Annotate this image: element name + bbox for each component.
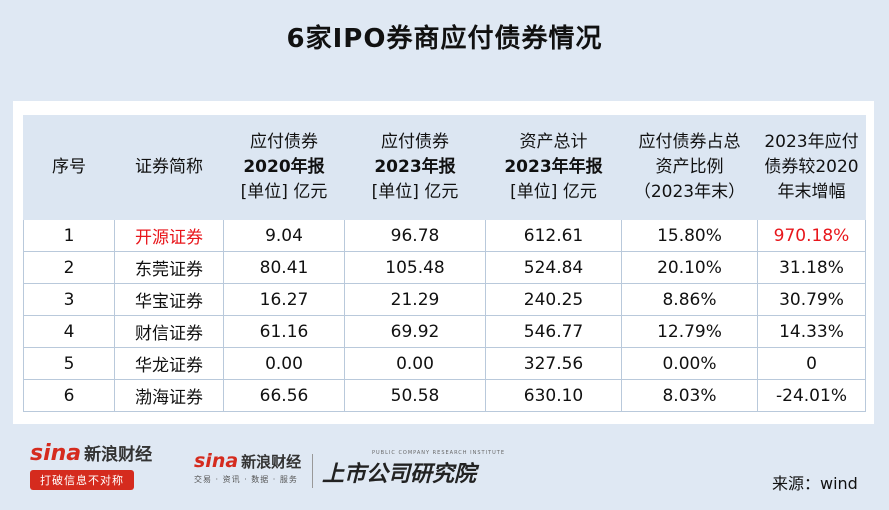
table-cell: 0.00% [621, 347, 758, 380]
table-cell: 财信证券 [114, 315, 224, 348]
header-name: 证券简称 [114, 115, 224, 220]
table-cell: 4 [23, 315, 115, 348]
table-cell: 105.48 [344, 251, 486, 284]
table-cell: 327.56 [485, 347, 622, 380]
table-header-row: 序号 证券简称 应付债券 2020年报 [单位] 亿元 应付债券 2023年报 … [23, 115, 866, 220]
table-cell: 61.16 [223, 315, 345, 348]
header-bonds-2020: 应付债券 2020年报 [单位] 亿元 [223, 115, 345, 220]
table-cell: 开源证券 [114, 219, 224, 252]
bond-table: 序号 证券简称 应付债券 2020年报 [单位] 亿元 应付债券 2023年报 … [23, 115, 866, 412]
table-cell: 50.58 [344, 379, 486, 412]
header-total-assets: 资产总计 2023年年报 [单位] 亿元 [485, 115, 622, 220]
table-cell: 12.79% [621, 315, 758, 348]
table-cell: 华龙证券 [114, 347, 224, 380]
sina-logo-icon: sina [30, 441, 82, 466]
sina-logo-icon-2: sina [194, 450, 239, 472]
source-note: 来源：wind [772, 474, 858, 493]
table-cell: 546.77 [485, 315, 622, 348]
table-cell: 240.25 [485, 283, 622, 316]
header-growth: 2023年应付 债券较2020 年末增幅 [757, 115, 866, 220]
table-cell: 0.00 [344, 347, 486, 380]
table-row: 2 东莞证券 80.41 105.48 524.84 20.10% 31.18% [23, 251, 866, 284]
table-cell: 80.41 [223, 251, 345, 284]
page-title: 6家IPO券商应付债券情况 [286, 24, 603, 54]
sina-finance-logo-2: sina 新浪财经 交易 · 资讯 · 数据 · 服务 [194, 450, 302, 484]
table-cell: 96.78 [344, 219, 486, 252]
table-panel: 序号 证券简称 应付债券 2020年报 [单位] 亿元 应付债券 2023年报 … [13, 101, 874, 424]
table-cell: 21.29 [344, 283, 486, 316]
table-cell: 8.03% [621, 379, 758, 412]
table-cell: 5 [23, 347, 115, 380]
table-cell: 华宝证券 [114, 283, 224, 316]
header-ratio: 应付债券占总 资产比例 （2023年末） [621, 115, 758, 220]
table-cell: 6 [23, 379, 115, 412]
institute-logo: 上市公司研究院 [322, 461, 477, 487]
table-cell: 15.80% [621, 219, 758, 252]
logo-divider [312, 454, 313, 488]
table-cell: 东莞证券 [114, 251, 224, 284]
table-cell: 渤海证券 [114, 379, 224, 412]
table-row: 3 华宝证券 16.27 21.29 240.25 8.86% 30.79% [23, 283, 866, 316]
sina-finance-logo: sina 新浪财经 打破信息不对称 [30, 440, 152, 490]
table-row: 5 华龙证券 0.00 0.00 327.56 0.00% 0 [23, 347, 866, 380]
slogan-badge: 打破信息不对称 [30, 470, 134, 490]
table-cell: 3 [23, 283, 115, 316]
table-cell: 1 [23, 219, 115, 252]
table-row: 6 渤海证券 66.56 50.58 630.10 8.03% -24.01% [23, 379, 866, 412]
table-cell: 612.61 [485, 219, 622, 252]
table-cell: 524.84 [485, 251, 622, 284]
table-cell: 0 [757, 347, 866, 380]
table-cell: 16.27 [223, 283, 345, 316]
table-row: 4 财信证券 61.16 69.92 546.77 12.79% 14.33% [23, 315, 866, 348]
header-bonds-2023: 应付债券 2023年报 [单位] 亿元 [344, 115, 486, 220]
table-cell: 9.04 [223, 219, 345, 252]
table-cell: 970.18% [757, 219, 866, 252]
table-row: 1 开源证券 9.04 96.78 612.61 15.80% 970.18% [23, 219, 866, 252]
table-cell: 14.33% [757, 315, 866, 348]
table-cell: 69.92 [344, 315, 486, 348]
institute-en-label: PUBLIC COMPANY RESEARCH INSTITUTE [372, 450, 505, 456]
table-cell: 66.56 [223, 379, 345, 412]
table-cell: 31.18% [757, 251, 866, 284]
table-cell: 20.10% [621, 251, 758, 284]
table-cell: 30.79% [757, 283, 866, 316]
header-index: 序号 [23, 115, 115, 220]
table-cell: -24.01% [757, 379, 866, 412]
table-cell: 630.10 [485, 379, 622, 412]
table-cell: 0.00 [223, 347, 345, 380]
table-cell: 8.86% [621, 283, 758, 316]
table-cell: 2 [23, 251, 115, 284]
